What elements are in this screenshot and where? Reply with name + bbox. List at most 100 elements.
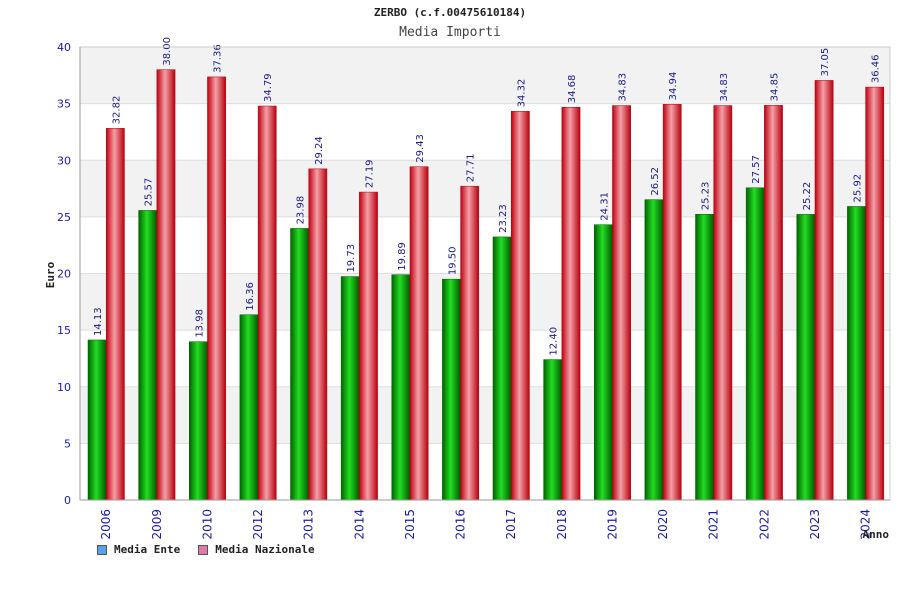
chart-subtitle: Media Importi: [399, 25, 501, 40]
bar-nazionale-2010: [207, 76, 226, 501]
x-tick-label: 2015: [403, 509, 417, 540]
bar-ente-2024: [847, 206, 866, 501]
bar-ente-2015: [391, 274, 411, 501]
bar-ente-2018: [543, 359, 563, 501]
bar-nazionale-2022: [764, 105, 783, 501]
bar-ente-2009: [138, 210, 158, 501]
data-label: 27.19: [364, 159, 375, 188]
x-tick-label: 2012: [251, 509, 265, 540]
data-label: 29.43: [415, 134, 426, 163]
bar-ente-2017: [492, 236, 512, 501]
legend-swatch-nazionale: [198, 544, 209, 555]
y-tick-label: 0: [64, 494, 71, 507]
bar-nazionale-2013: [308, 168, 328, 501]
x-tick-label: 2020: [656, 509, 670, 540]
bar-nazionale-2024: [865, 86, 885, 501]
bar-nazionale-2018: [561, 106, 581, 501]
data-label: 38.00: [162, 37, 173, 66]
bar-ente-2010: [189, 341, 208, 501]
bar-nazionale-2006: [105, 128, 125, 501]
data-label: 29.24: [314, 136, 325, 165]
data-label: 27.71: [466, 154, 477, 183]
data-label: 34.68: [567, 75, 578, 104]
data-label: 37.05: [820, 48, 831, 77]
x-tick-label: 2006: [99, 509, 113, 540]
x-tick-label: 2023: [808, 509, 822, 540]
data-label: 12.40: [549, 327, 560, 356]
data-label: 36.46: [871, 54, 882, 83]
data-label: 25.57: [144, 178, 155, 207]
data-label: 25.23: [701, 182, 712, 211]
data-label: 34.94: [668, 72, 679, 101]
legend-item-nazionale: Media Nazionale: [198, 543, 315, 556]
chart-title: ZERBO (c.f.00475610184): [373, 6, 527, 19]
bar-ente-2020: [644, 199, 664, 501]
bar-ente-2021: [695, 214, 714, 501]
legend-label-ente: Media Ente: [114, 543, 181, 556]
data-label: 37.36: [213, 44, 224, 73]
data-label: 19.73: [346, 244, 357, 273]
data-label: 32.82: [111, 96, 122, 125]
bar-nazionale-2021: [713, 105, 733, 501]
data-label: 16.36: [245, 282, 256, 311]
bar-nazionale-2020: [662, 104, 682, 501]
data-label: 34.83: [719, 73, 730, 102]
x-tick-label: 2017: [504, 509, 518, 540]
bar-nazionale-2012: [257, 105, 277, 501]
data-label: 34.32: [516, 79, 527, 108]
x-tick-label: 2013: [302, 509, 316, 540]
data-label: 13.98: [194, 309, 205, 338]
y-tick-label: 25: [57, 211, 71, 224]
y-tick-label: 15: [57, 324, 71, 337]
data-label: 26.52: [650, 167, 661, 196]
bar-nazionale-2015: [409, 166, 429, 501]
data-label: 25.22: [802, 182, 813, 211]
data-label: 25.92: [852, 174, 863, 203]
data-label: 27.57: [751, 155, 762, 184]
bar-nazionale-2017: [510, 111, 530, 501]
bar-nazionale-2019: [612, 105, 631, 501]
x-tick-label: 2018: [555, 509, 569, 540]
data-label: 24.31: [599, 192, 610, 221]
y-tick-label: 20: [57, 268, 71, 281]
data-label: 23.23: [498, 204, 509, 233]
legend-swatch-ente: [97, 544, 107, 555]
data-label: 14.13: [93, 307, 104, 336]
x-tick-label: 2010: [200, 509, 214, 540]
data-label: 34.79: [263, 73, 274, 102]
x-tick-label: 2019: [605, 509, 619, 540]
legend: Media Ente Media Nazionale: [97, 543, 315, 556]
legend-item-ente: Media Ente: [97, 543, 180, 556]
y-tick-label: 5: [64, 437, 71, 450]
x-tick-label: 2016: [454, 509, 468, 540]
data-label: 19.89: [397, 242, 408, 271]
bar-ente-2016: [442, 278, 461, 501]
bar-nazionale-2016: [460, 185, 480, 501]
bar-nazionale-2023: [814, 80, 834, 501]
legend-label-nazionale: Media Nazionale: [215, 543, 315, 556]
bar-ente-2022: [745, 187, 765, 501]
bar-ente-2013: [290, 228, 309, 501]
data-label: 34.85: [769, 73, 780, 102]
y-tick-label: 35: [57, 98, 71, 111]
bar-ente-2014: [340, 276, 360, 501]
bar-ente-2006: [87, 339, 107, 501]
y-tick-label: 10: [57, 381, 71, 394]
data-label: 23.98: [296, 196, 307, 225]
x-tick-label: 2014: [352, 509, 366, 540]
bar-ente-2019: [594, 224, 613, 501]
bar-nazionale-2009: [156, 69, 176, 501]
y-tick-label: 40: [57, 41, 71, 54]
x-tick-label: 2022: [757, 509, 771, 540]
bar-ente-2012: [239, 314, 259, 501]
data-label: 34.83: [618, 73, 629, 102]
x-tick-label: 2021: [707, 509, 721, 540]
x-axis-label: Anno: [863, 528, 890, 541]
y-tick-label: 30: [57, 154, 71, 167]
bar-nazionale-2014: [359, 191, 378, 501]
bar-ente-2023: [796, 214, 816, 501]
y-axis-label: Euro: [44, 261, 57, 288]
x-tick-label: 2024: [859, 509, 873, 540]
data-label: 19.50: [447, 247, 458, 276]
